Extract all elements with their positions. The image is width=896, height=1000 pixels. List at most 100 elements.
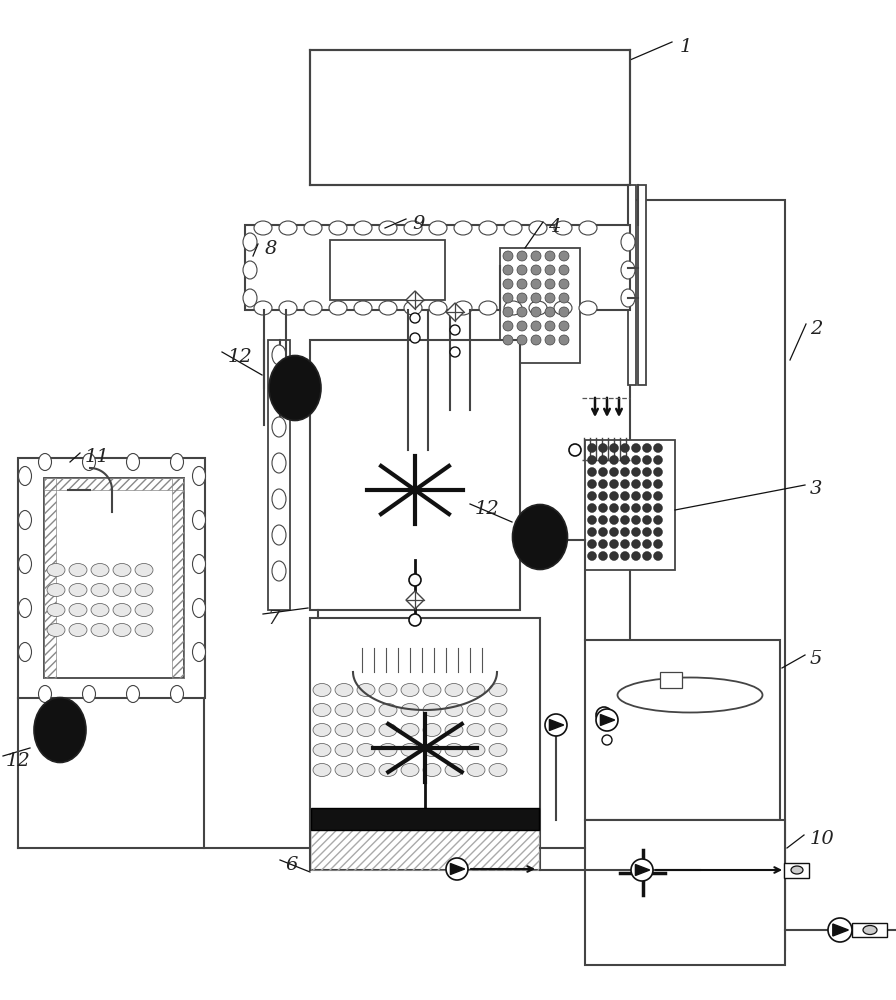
- Ellipse shape: [642, 456, 651, 464]
- Polygon shape: [600, 714, 615, 726]
- Ellipse shape: [559, 335, 569, 345]
- Ellipse shape: [621, 289, 635, 307]
- Bar: [638, 185, 646, 385]
- Ellipse shape: [467, 744, 485, 756]
- Ellipse shape: [47, 564, 65, 576]
- Ellipse shape: [445, 764, 463, 776]
- Ellipse shape: [193, 643, 205, 662]
- Bar: [318, 348, 513, 606]
- Ellipse shape: [113, 603, 131, 616]
- Ellipse shape: [401, 744, 419, 756]
- Circle shape: [545, 714, 567, 736]
- Bar: [330, 240, 445, 300]
- Polygon shape: [635, 864, 650, 876]
- Ellipse shape: [269, 356, 321, 420]
- Ellipse shape: [621, 516, 630, 524]
- Polygon shape: [446, 303, 464, 321]
- Bar: [585, 440, 675, 570]
- Ellipse shape: [791, 866, 803, 874]
- Ellipse shape: [545, 335, 555, 345]
- Ellipse shape: [503, 265, 513, 275]
- Ellipse shape: [401, 764, 419, 776]
- Ellipse shape: [642, 480, 651, 488]
- Ellipse shape: [243, 261, 257, 279]
- Ellipse shape: [126, 686, 140, 702]
- Ellipse shape: [559, 279, 569, 289]
- Ellipse shape: [653, 528, 662, 536]
- Ellipse shape: [642, 540, 651, 548]
- Ellipse shape: [517, 321, 527, 331]
- Ellipse shape: [531, 321, 541, 331]
- Ellipse shape: [621, 444, 630, 452]
- Ellipse shape: [272, 525, 286, 545]
- Ellipse shape: [379, 221, 397, 235]
- Bar: [44, 478, 56, 678]
- Ellipse shape: [588, 552, 597, 560]
- Ellipse shape: [632, 528, 641, 536]
- Ellipse shape: [19, 554, 31, 574]
- Ellipse shape: [632, 456, 641, 464]
- Bar: [585, 820, 785, 965]
- Ellipse shape: [329, 301, 347, 315]
- Ellipse shape: [19, 510, 31, 530]
- Ellipse shape: [401, 724, 419, 736]
- Ellipse shape: [513, 504, 567, 570]
- Ellipse shape: [529, 221, 547, 235]
- Ellipse shape: [545, 293, 555, 303]
- Text: 9: 9: [412, 215, 425, 233]
- Ellipse shape: [379, 301, 397, 315]
- Bar: [310, 618, 540, 870]
- Ellipse shape: [517, 335, 527, 345]
- Text: 12: 12: [6, 752, 30, 770]
- Bar: [318, 626, 533, 811]
- Ellipse shape: [423, 724, 441, 736]
- Ellipse shape: [135, 564, 153, 576]
- Circle shape: [410, 313, 420, 323]
- Ellipse shape: [69, 624, 87, 637]
- Ellipse shape: [609, 480, 618, 488]
- Ellipse shape: [423, 684, 441, 696]
- Bar: [311, 830, 539, 870]
- Ellipse shape: [599, 552, 607, 560]
- Bar: [784, 863, 809, 878]
- Ellipse shape: [335, 704, 353, 716]
- Ellipse shape: [357, 684, 375, 696]
- Circle shape: [450, 325, 460, 335]
- Ellipse shape: [313, 684, 331, 696]
- Ellipse shape: [642, 504, 651, 512]
- Text: 2: 2: [810, 320, 823, 338]
- Ellipse shape: [170, 454, 184, 471]
- Ellipse shape: [423, 704, 441, 716]
- Ellipse shape: [642, 516, 651, 524]
- Ellipse shape: [517, 279, 527, 289]
- Ellipse shape: [517, 265, 527, 275]
- Ellipse shape: [588, 504, 597, 512]
- Ellipse shape: [467, 764, 485, 776]
- Ellipse shape: [113, 564, 131, 576]
- Ellipse shape: [19, 598, 31, 617]
- Bar: [44, 478, 184, 678]
- Ellipse shape: [357, 724, 375, 736]
- Ellipse shape: [69, 564, 87, 576]
- Ellipse shape: [126, 454, 140, 471]
- Ellipse shape: [404, 221, 422, 235]
- Ellipse shape: [503, 307, 513, 317]
- Ellipse shape: [653, 516, 662, 524]
- Circle shape: [569, 444, 581, 456]
- Ellipse shape: [545, 307, 555, 317]
- Ellipse shape: [193, 598, 205, 617]
- Ellipse shape: [313, 764, 331, 776]
- Ellipse shape: [599, 504, 607, 512]
- Ellipse shape: [313, 704, 331, 716]
- Ellipse shape: [642, 528, 651, 536]
- Circle shape: [596, 707, 612, 723]
- Ellipse shape: [653, 491, 662, 500]
- Ellipse shape: [489, 684, 507, 696]
- Ellipse shape: [609, 552, 618, 560]
- Ellipse shape: [545, 251, 555, 261]
- Bar: [660, 672, 682, 688]
- Ellipse shape: [554, 221, 572, 235]
- Polygon shape: [549, 720, 564, 730]
- Text: 8: 8: [265, 240, 278, 258]
- Ellipse shape: [609, 491, 618, 500]
